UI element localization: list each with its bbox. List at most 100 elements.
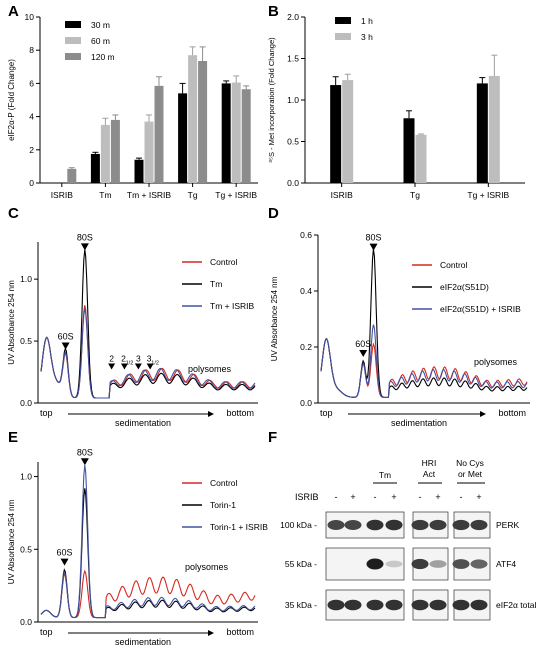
panel-c-x-axis-label: sedimentation xyxy=(115,418,171,428)
blot-marker-label: 35 kDa - xyxy=(285,600,317,610)
panel-b-bar xyxy=(488,75,500,183)
panel-c-legend-label: Tm xyxy=(210,279,222,289)
panel-c-legend-label: Tm + ISRIB xyxy=(210,301,254,311)
blot-sign: - xyxy=(335,492,338,502)
panel-d-arrow-head xyxy=(480,411,486,417)
blot-band xyxy=(366,519,384,531)
panel-c-arrow-head xyxy=(208,411,214,417)
blot-band xyxy=(452,559,470,569)
panel-a-bar xyxy=(241,89,251,183)
panel-c-polysome-marker xyxy=(108,363,116,370)
panel-b-bar xyxy=(403,118,415,183)
blot-band xyxy=(452,519,470,531)
panel-a-legend-label: 30 m xyxy=(91,20,110,30)
panel-b-bar xyxy=(476,83,488,183)
panel-b-bar xyxy=(330,85,342,183)
blot-band xyxy=(429,560,447,568)
panel-a-y-tick-label: 2 xyxy=(29,145,34,155)
blot-marker-label: 55 kDa - xyxy=(285,559,317,569)
panel-d-y-tick-label: 0.0 xyxy=(300,398,312,408)
panel-b-legend-swatch xyxy=(335,17,351,24)
panel-letter-c: C xyxy=(8,205,19,222)
blot-band xyxy=(470,519,488,531)
blot-band xyxy=(411,558,429,570)
panel-d-80s-label: 80S xyxy=(366,233,382,243)
panel-d-legend-label: eIF2α(S51D) xyxy=(440,282,489,292)
panel-a-bar xyxy=(110,119,120,183)
panel-letter-e: E xyxy=(8,429,18,446)
panel-a-bar xyxy=(67,168,77,183)
blot-sign: - xyxy=(374,492,377,502)
blot-sign: + xyxy=(391,492,396,502)
blot-band xyxy=(327,520,345,530)
panel-a-bar xyxy=(154,85,164,183)
panel-d-60s-label: 60S xyxy=(355,339,371,349)
blot-band xyxy=(366,599,384,611)
panel-b-y-tick-label: 0.5 xyxy=(287,137,299,147)
panel-e-y-axis-label: UV Absorbance 254 nm xyxy=(7,499,16,584)
panel-c-trace xyxy=(40,308,256,399)
blot-band xyxy=(411,519,429,531)
panel-c-y-tick-label: 0.0 xyxy=(20,398,32,408)
panel-b-y-tick-label: 1.5 xyxy=(287,54,299,64)
blot-sign: - xyxy=(460,492,463,502)
panel-a-legend-label: 120 m xyxy=(91,52,115,62)
panel-d-x-left-label: top xyxy=(320,408,333,418)
panel-a-x-tick-label: Tm + ISRIB xyxy=(127,190,171,200)
blot-sign: + xyxy=(476,492,481,502)
panel-a-legend-label: 60 m xyxy=(91,36,110,46)
panel-e-trace xyxy=(40,465,256,619)
panel-e-y-tick-label: 0.5 xyxy=(20,544,32,554)
panel-a-x-tick-label: Tg + ISRIB xyxy=(215,190,257,200)
blot-isrib-label: ISRIB xyxy=(295,492,319,502)
panel-a-bar xyxy=(231,82,241,183)
panel-d-x-right-label: bottom xyxy=(498,408,526,418)
panel-d-y-tick-label: 0.4 xyxy=(300,286,312,296)
panel-d-trace xyxy=(320,249,528,398)
panel-d-legend-label: Control xyxy=(440,260,468,270)
panel-e-trace xyxy=(40,569,256,619)
blot-band xyxy=(452,599,470,611)
blot-band xyxy=(429,519,447,531)
blot-band xyxy=(366,558,384,570)
panel-a-x-tick-label: ISRIB xyxy=(51,190,74,200)
panel-b-bar xyxy=(342,80,354,183)
panel-b-y-tick-label: 0.0 xyxy=(287,178,299,188)
panel-b-x-tick-label: Tg + ISRIB xyxy=(467,190,509,200)
panel-d-trace xyxy=(320,337,528,398)
blot-band xyxy=(411,599,429,611)
panel-c-x-right-label: bottom xyxy=(226,408,254,418)
panel-d-y-axis-label: UV Absorbance 254 nm xyxy=(270,276,279,361)
panel-b-y-tick-label: 2.0 xyxy=(287,12,299,22)
panel-e-arrow-head xyxy=(208,630,214,636)
panel-c-polysome-3half-frac: 1/2 xyxy=(151,361,159,367)
panel-b-x-tick-label: ISRIB xyxy=(331,190,354,200)
panel-a-bar xyxy=(90,153,100,183)
panel-c-polysome-2half-label: 2 xyxy=(121,354,126,364)
panel-b-x-tick-label: Tg xyxy=(410,190,420,200)
panel-e-y-tick-label: 0.0 xyxy=(20,617,32,627)
blot-protein-label: eIF2α total xyxy=(496,600,536,610)
blot-band xyxy=(429,599,447,611)
panel-e-60s-marker xyxy=(60,558,69,566)
panel-c-y-tick-label: 0.5 xyxy=(20,336,32,346)
panel-c-polysome-3-label: 3 xyxy=(136,354,141,364)
panel-c-y-tick-label: 1.0 xyxy=(20,274,32,284)
blot-band xyxy=(327,599,345,611)
panel-e-80s-label: 80S xyxy=(77,447,93,457)
panel-e-x-axis-label: sedimentation xyxy=(115,637,171,647)
panel-a-bar xyxy=(188,55,198,183)
panel-c-polysome-3half-label: 3 xyxy=(147,354,152,364)
panel-c-trace xyxy=(40,305,256,399)
panel-a-bar xyxy=(100,124,110,183)
panel-c-80s-marker xyxy=(80,243,89,251)
panel-a-y-axis-label: eIF2α-P (Fold Change) xyxy=(7,59,16,141)
blot-band xyxy=(385,519,403,531)
blot-band xyxy=(344,599,362,611)
panel-e-x-right-label: bottom xyxy=(226,627,254,637)
panel-a-x-tick-label: Tg xyxy=(188,190,198,200)
panel-b-bar xyxy=(415,134,427,183)
blot-band xyxy=(385,560,403,568)
panel-a-legend-swatch xyxy=(65,37,81,44)
blot-band xyxy=(470,559,488,569)
